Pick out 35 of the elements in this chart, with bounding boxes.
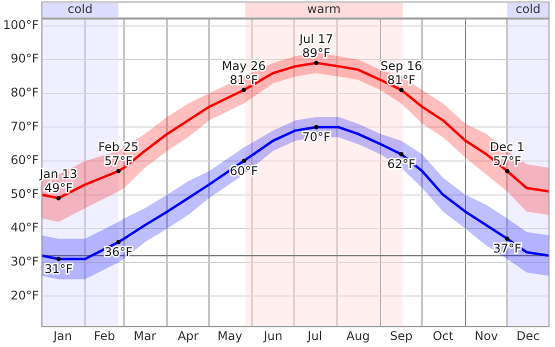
annotation: 31°F bbox=[44, 262, 73, 276]
annotation: 36°F bbox=[104, 245, 133, 260]
y-tick-label: 90°F bbox=[10, 52, 39, 66]
x-tick-label: Oct bbox=[432, 328, 454, 343]
annotation: 70°F bbox=[302, 130, 330, 144]
x-tick-label: Nov bbox=[474, 328, 498, 343]
x-tick-label: Dec bbox=[516, 328, 540, 343]
band-label: cold bbox=[516, 2, 541, 16]
y-tick-label: 50°F bbox=[10, 186, 39, 201]
annotation: Jul 17 89°F bbox=[298, 32, 334, 60]
annotation: Feb 25 57°F bbox=[98, 140, 139, 168]
annotation: 37°F bbox=[493, 242, 522, 256]
annotation: Jan 13 49°F bbox=[38, 167, 78, 196]
x-tick-label: Jan bbox=[52, 328, 72, 343]
x-tick-label: Mar bbox=[134, 328, 156, 343]
band-label: warm bbox=[307, 2, 341, 16]
y-tick-label: 40°F bbox=[10, 220, 39, 235]
annotation: May 26 81°F bbox=[222, 58, 266, 87]
x-tick-label: May bbox=[218, 328, 242, 343]
x-tick-label: Feb bbox=[94, 328, 116, 343]
annotation: 60°F bbox=[230, 164, 258, 178]
y-tick-label: 60°F bbox=[10, 153, 39, 168]
x-tick-label: Jul bbox=[306, 328, 322, 343]
x-tick-label: Jun bbox=[262, 328, 282, 343]
y-tick-label: 100°F bbox=[2, 18, 39, 32]
x-tick-label: Apr bbox=[178, 328, 199, 343]
annotation: 62°F bbox=[387, 157, 416, 172]
x-tick-label: Aug bbox=[346, 328, 370, 343]
y-tick-label: 70°F bbox=[10, 119, 39, 134]
y-tick-label: 20°F bbox=[10, 288, 39, 302]
x-tick-label: Sep bbox=[390, 328, 413, 343]
y-tick-label: 80°F bbox=[10, 85, 39, 100]
band-label: cold bbox=[68, 2, 93, 16]
annotation: Sep 16 81°F bbox=[380, 58, 422, 87]
y-tick-label: 30°F bbox=[10, 254, 39, 268]
